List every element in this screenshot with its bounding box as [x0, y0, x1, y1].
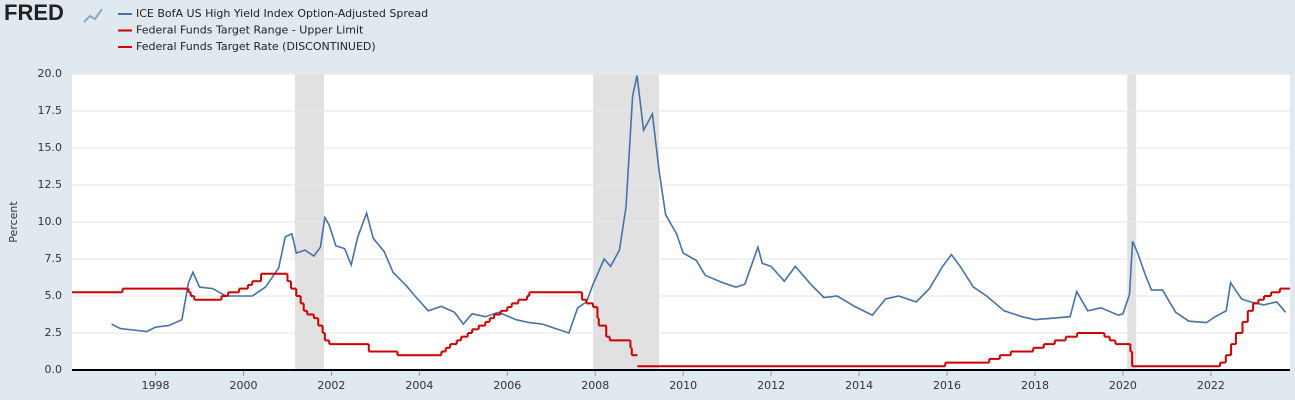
- logo: FRED: [4, 0, 64, 25]
- y-tick-label: 10.0: [38, 215, 63, 228]
- x-tick-label: 2002: [317, 379, 345, 392]
- legend-label: ICE BofA US High Yield Index Option-Adju…: [136, 7, 428, 20]
- x-tick-label: 2008: [581, 379, 609, 392]
- x-tick-label: 2010: [669, 379, 697, 392]
- y-tick-label: 12.5: [38, 178, 63, 191]
- x-tick-label: 2012: [757, 379, 785, 392]
- x-tick-label: 2016: [933, 379, 961, 392]
- y-tick-label: 2.5: [45, 326, 63, 339]
- x-tick-label: 2018: [1021, 379, 1049, 392]
- y-tick-label: 7.5: [45, 252, 63, 265]
- x-tick-label: 2022: [1197, 379, 1225, 392]
- y-axis-label: Percent: [7, 201, 20, 243]
- y-tick-label: 17.5: [38, 104, 63, 117]
- x-tick-label: 2000: [229, 379, 257, 392]
- x-tick-label: 1998: [142, 379, 170, 392]
- legend-label: Federal Funds Target Range - Upper Limit: [136, 24, 364, 37]
- x-tick-label: 2004: [405, 379, 433, 392]
- y-tick-label: 15.0: [38, 141, 63, 154]
- y-tick-label: 5.0: [45, 289, 63, 302]
- series-line: [111, 75, 1287, 335]
- y-tick-label: 0.0: [45, 363, 63, 376]
- y-tick-label: 20.0: [38, 67, 63, 80]
- x-tick-label: 2020: [1109, 379, 1137, 392]
- logo-icon: [83, 8, 103, 23]
- legend-label: Federal Funds Target Rate (DISCONTINUED): [136, 40, 376, 53]
- x-tick-label: 2014: [845, 379, 873, 392]
- x-tick-label: 2006: [493, 379, 521, 392]
